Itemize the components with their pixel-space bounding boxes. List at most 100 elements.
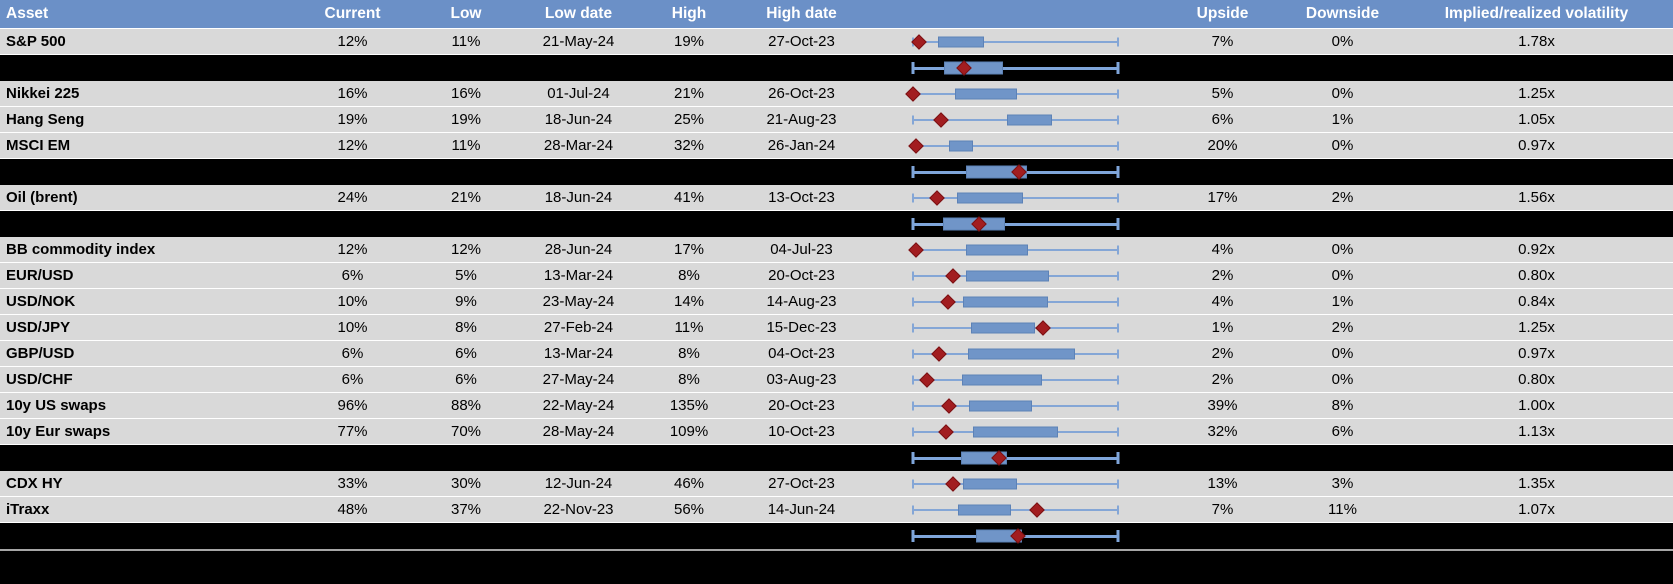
boxplot xyxy=(902,497,1128,522)
boxplot xyxy=(902,445,1128,471)
table-row: Hang Seng 19% 19% 18-Jun-24 25% 21-Aug-2… xyxy=(0,107,1673,133)
table-row: Nikkei 225 16% 16% 01-Jul-24 21% 26-Oct-… xyxy=(0,81,1673,107)
low-value: 21% xyxy=(450,189,482,206)
current-marker-diamond-icon xyxy=(933,111,949,128)
asset-label: USD/CHF xyxy=(6,371,73,388)
high-value: 46% xyxy=(673,475,705,492)
whisker-cap-right-icon xyxy=(1117,271,1120,280)
whisker-cap-left-icon xyxy=(912,401,915,410)
table-row: Oil (brent) 24% 21% 18-Jun-24 41% 13-Oct… xyxy=(0,185,1673,211)
high-date-value: 26-Jan-24 xyxy=(767,137,836,154)
low-date-value: 27-Feb-24 xyxy=(543,319,614,336)
whisker-line xyxy=(913,66,1119,70)
whisker-cap-right-icon xyxy=(1117,297,1120,306)
downside-value: 0% xyxy=(1331,345,1354,362)
upside-value: 4% xyxy=(1211,241,1234,258)
header-implied-realized-vol: Implied/realized volatility xyxy=(1444,5,1629,22)
whisker-line xyxy=(913,508,1119,511)
whisker-line xyxy=(913,40,1119,43)
low-value: 88% xyxy=(450,397,482,414)
asset-label: 10y Eur swaps xyxy=(6,423,111,440)
high-value: 41% xyxy=(673,189,705,206)
high-date-value: 15-Dec-23 xyxy=(766,319,837,336)
range-box xyxy=(972,426,1058,437)
high-date-value: 26-Oct-23 xyxy=(768,85,835,102)
asset-label: BB commodity index xyxy=(6,241,156,258)
summary-row xyxy=(0,211,1673,237)
upside-value: 2% xyxy=(1211,267,1234,284)
low-value: 70% xyxy=(450,423,482,440)
range-box xyxy=(949,140,973,151)
boxplot-cell xyxy=(870,211,1160,237)
upside-value: 17% xyxy=(1207,189,1238,206)
high-date-value: 13-Oct-23 xyxy=(768,189,835,206)
implied-realized-vol-value: 1.25x xyxy=(1518,85,1555,102)
boxplot xyxy=(902,393,1128,418)
implied-realized-vol-value: 1.07x xyxy=(1518,501,1555,518)
current-marker-diamond-icon xyxy=(919,371,935,388)
current-value: 96% xyxy=(337,397,368,414)
asset-label: 10y US swaps xyxy=(6,397,107,414)
whisker-cap-left-icon xyxy=(912,115,915,124)
implied-realized-vol-value: 0.84x xyxy=(1518,293,1555,310)
low-value: 8% xyxy=(455,319,477,336)
current-value: 12% xyxy=(337,137,368,154)
footer-band xyxy=(0,549,1673,584)
whisker-cap-left-icon xyxy=(912,323,915,332)
low-date-value: 18-Jun-24 xyxy=(544,189,613,206)
range-box xyxy=(967,348,1075,359)
low-date-value: 28-Jun-24 xyxy=(544,241,613,258)
low-date-value: 13-Mar-24 xyxy=(543,345,614,362)
current-value: 10% xyxy=(337,293,368,310)
boxplot-cell xyxy=(870,55,1160,81)
boxplot-cell xyxy=(870,367,1160,392)
asset-label: Hang Seng xyxy=(6,111,85,128)
current-value: 12% xyxy=(337,33,368,50)
downside-value: 1% xyxy=(1331,111,1354,128)
whisker-cap-right-icon xyxy=(1117,349,1120,358)
high-date-value: 21-Aug-23 xyxy=(766,111,837,128)
whisker-line xyxy=(913,144,1119,147)
current-value: 12% xyxy=(337,241,368,258)
whisker-cap-right-icon xyxy=(1117,323,1120,332)
implied-realized-vol-value: 1.56x xyxy=(1518,189,1555,206)
summary-row xyxy=(0,55,1673,81)
boxplot xyxy=(902,107,1128,132)
whisker-cap-right-icon xyxy=(1117,141,1120,150)
table-row: GBP/USD 6% 6% 13-Mar-24 8% 04-Oct-23 2% … xyxy=(0,341,1673,367)
low-date-value: 18-Jun-24 xyxy=(544,111,613,128)
low-value: 12% xyxy=(450,241,482,258)
low-date-value: 28-Mar-24 xyxy=(543,137,614,154)
current-marker-diamond-icon xyxy=(940,293,956,310)
low-value: 37% xyxy=(450,501,482,518)
boxplot xyxy=(902,81,1128,106)
whisker-cap-right-icon xyxy=(1116,62,1120,74)
whisker-cap-left-icon xyxy=(912,375,915,384)
current-marker-diamond-icon xyxy=(929,189,945,206)
upside-value: 4% xyxy=(1211,293,1234,310)
low-date-value: 12-Jun-24 xyxy=(544,475,613,492)
high-value: 17% xyxy=(673,241,705,258)
whisker-cap-left-icon xyxy=(912,297,915,306)
range-box xyxy=(961,374,1042,385)
boxplot xyxy=(902,29,1128,54)
boxplot-cell xyxy=(870,523,1160,549)
header-current: Current xyxy=(324,5,381,22)
upside-value: 7% xyxy=(1211,33,1234,50)
current-value: 6% xyxy=(341,371,364,388)
boxplot-cell xyxy=(870,237,1160,262)
current-marker-diamond-icon xyxy=(1029,501,1045,518)
high-value: 8% xyxy=(678,267,700,284)
current-value: 6% xyxy=(341,267,364,284)
high-value: 109% xyxy=(669,423,709,440)
boxplot-cell xyxy=(870,419,1160,444)
asset-label: iTraxx xyxy=(6,501,50,518)
upside-value: 5% xyxy=(1211,85,1234,102)
high-date-value: 10-Oct-23 xyxy=(768,423,835,440)
whisker-cap-right-icon xyxy=(1116,452,1120,464)
asset-label: S&P 500 xyxy=(6,33,66,50)
implied-realized-vol-value: 1.00x xyxy=(1518,397,1555,414)
whisker-cap-right-icon xyxy=(1117,401,1120,410)
range-box xyxy=(1007,114,1053,125)
